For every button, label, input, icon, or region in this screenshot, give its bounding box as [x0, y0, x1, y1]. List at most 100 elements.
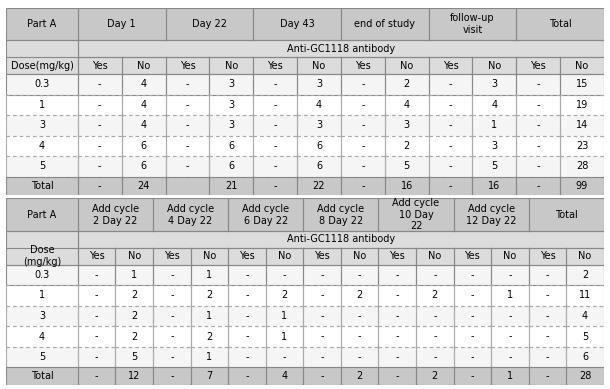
Bar: [153, 285, 190, 306]
Bar: [529, 198, 604, 231]
Text: 1: 1: [39, 291, 45, 300]
Bar: [566, 367, 604, 385]
Bar: [78, 115, 121, 136]
Bar: [153, 367, 190, 385]
Bar: [78, 8, 165, 40]
Bar: [341, 326, 378, 347]
Text: -: -: [361, 100, 365, 110]
Text: 2: 2: [432, 291, 438, 300]
Bar: [516, 156, 560, 177]
Bar: [209, 156, 253, 177]
Text: -: -: [471, 311, 474, 321]
Text: -: -: [273, 180, 277, 191]
Bar: [454, 248, 491, 265]
Text: 5: 5: [491, 161, 497, 172]
Text: 0.3: 0.3: [34, 270, 49, 280]
Bar: [297, 115, 341, 136]
Text: No: No: [575, 61, 589, 71]
Bar: [190, 326, 228, 347]
Bar: [341, 367, 378, 385]
Bar: [115, 347, 153, 367]
Bar: [165, 57, 209, 74]
Bar: [303, 326, 341, 347]
Bar: [385, 156, 429, 177]
Text: 6: 6: [316, 141, 322, 151]
Bar: [385, 95, 429, 115]
Text: -: -: [170, 311, 173, 321]
Text: -: -: [98, 100, 101, 110]
Text: -: -: [98, 180, 101, 191]
Bar: [560, 177, 604, 194]
Text: Day 22: Day 22: [192, 19, 227, 29]
Bar: [454, 265, 491, 285]
Text: -: -: [361, 180, 365, 191]
Text: 2: 2: [356, 291, 363, 300]
Text: -: -: [449, 100, 452, 110]
Text: -: -: [245, 270, 249, 280]
Text: 5: 5: [39, 161, 45, 172]
Text: 3: 3: [491, 141, 497, 151]
Bar: [429, 8, 516, 40]
Bar: [78, 40, 604, 57]
Bar: [253, 177, 297, 194]
Text: No: No: [203, 251, 216, 261]
Bar: [516, 8, 604, 40]
Bar: [297, 57, 341, 74]
Bar: [209, 177, 253, 194]
Text: -: -: [471, 352, 474, 362]
Text: -: -: [95, 291, 98, 300]
Bar: [153, 265, 190, 285]
Bar: [6, 198, 78, 231]
Bar: [121, 95, 165, 115]
Text: Total: Total: [30, 180, 53, 191]
Text: 28: 28: [576, 161, 588, 172]
Bar: [516, 57, 560, 74]
Text: 28: 28: [579, 371, 591, 381]
Bar: [165, 8, 253, 40]
Bar: [228, 198, 303, 231]
Bar: [566, 285, 604, 306]
Bar: [385, 57, 429, 74]
Text: Yes: Yes: [530, 61, 546, 71]
Text: -: -: [95, 331, 98, 342]
Bar: [266, 265, 303, 285]
Text: 4: 4: [316, 100, 322, 110]
Text: 21: 21: [225, 180, 237, 191]
Bar: [341, 306, 378, 326]
Text: -: -: [546, 331, 549, 342]
Bar: [529, 326, 566, 347]
Bar: [341, 347, 378, 367]
Bar: [6, 136, 78, 156]
Bar: [454, 367, 491, 385]
Bar: [472, 136, 516, 156]
Bar: [78, 248, 115, 265]
Text: Add cycle
6 Day 22: Add cycle 6 Day 22: [242, 204, 289, 226]
Bar: [253, 57, 297, 74]
Bar: [341, 74, 385, 95]
Text: -: -: [395, 270, 399, 280]
Text: 19: 19: [576, 100, 588, 110]
Text: -: -: [546, 291, 549, 300]
Bar: [190, 265, 228, 285]
Bar: [566, 248, 604, 265]
Bar: [253, 8, 341, 40]
Bar: [6, 40, 78, 74]
Text: -: -: [536, 161, 540, 172]
Text: Yes: Yes: [164, 251, 180, 261]
Text: -: -: [449, 79, 452, 89]
Bar: [303, 367, 341, 385]
Bar: [303, 265, 341, 285]
Bar: [266, 248, 303, 265]
Text: -: -: [546, 352, 549, 362]
Text: -: -: [546, 311, 549, 321]
Bar: [190, 306, 228, 326]
Bar: [228, 285, 266, 306]
Text: -: -: [245, 311, 249, 321]
Text: 2: 2: [403, 79, 410, 89]
Bar: [529, 285, 566, 306]
Bar: [266, 306, 303, 326]
Bar: [416, 347, 454, 367]
Text: -: -: [433, 331, 437, 342]
Text: 4: 4: [140, 100, 146, 110]
Text: -: -: [536, 180, 540, 191]
